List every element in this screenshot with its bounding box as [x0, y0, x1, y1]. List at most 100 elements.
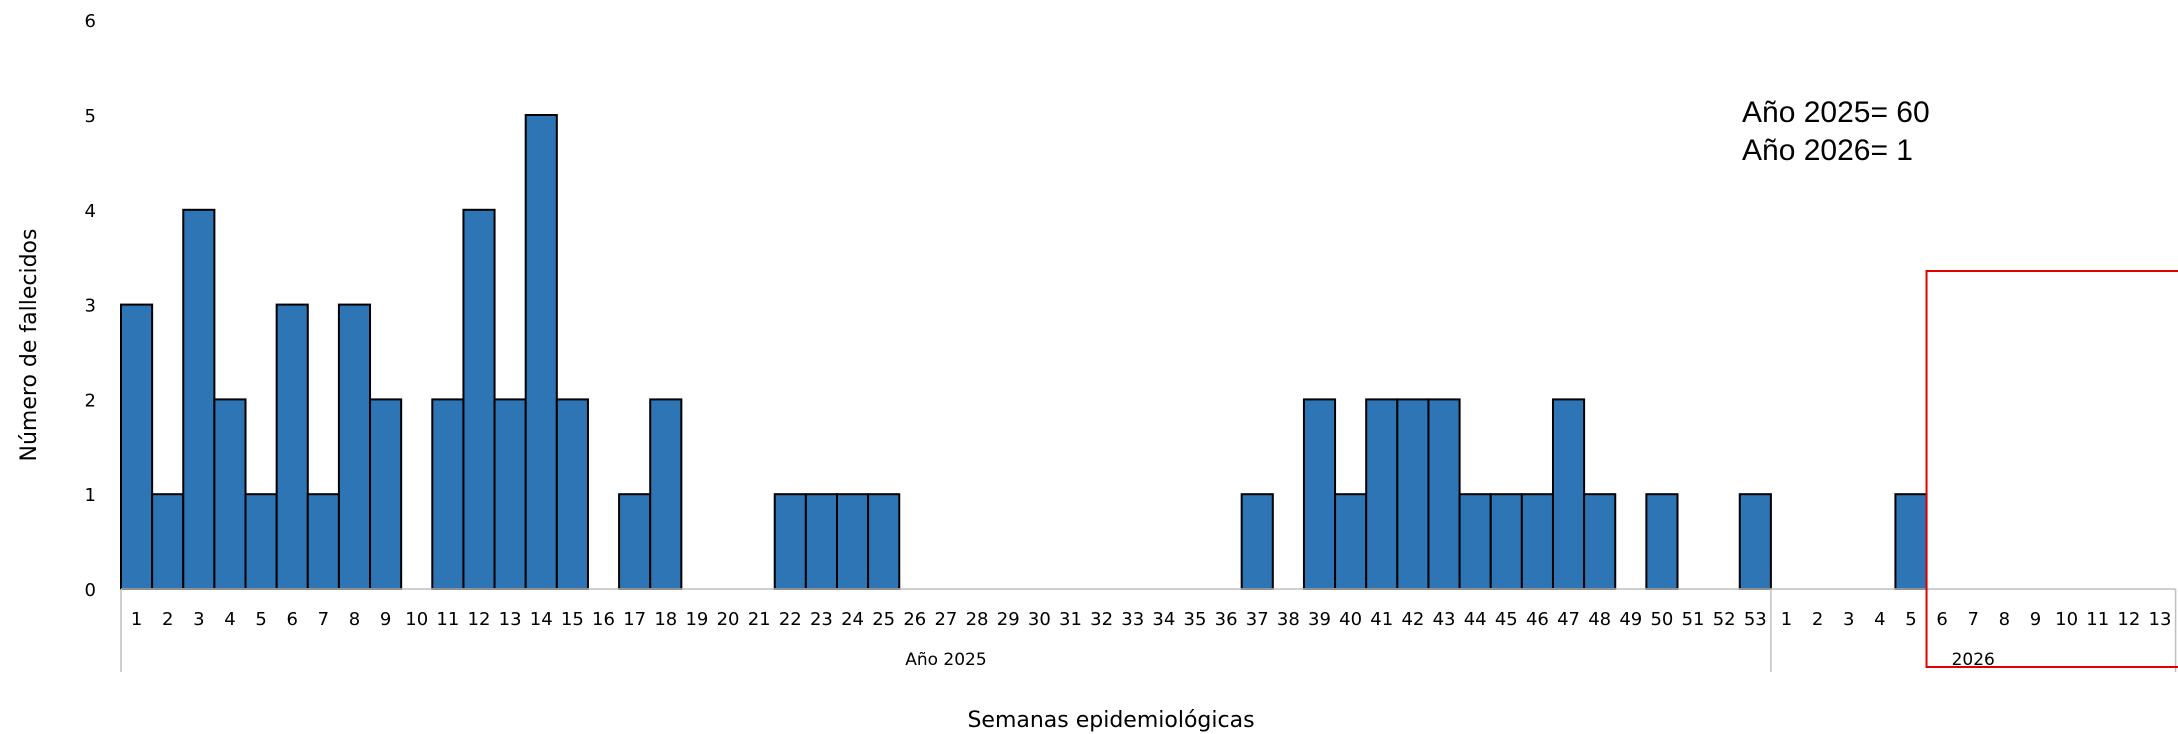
x-tick-label: 6: [1936, 609, 1947, 630]
x-group-label: Año 2025: [905, 650, 986, 670]
x-tick-label: 19: [685, 609, 708, 630]
y-tick-label: 0: [85, 580, 96, 601]
x-tick-label: 50: [1650, 609, 1673, 630]
bar: [337, 303, 372, 590]
y-axis-title: Número de fallecidos: [17, 229, 42, 462]
x-tick-label: 38: [1277, 609, 1300, 630]
x-tick-label: 20: [717, 609, 740, 630]
bar: [275, 303, 309, 590]
x-tick-label: 4: [1874, 609, 1885, 630]
x-tick-label: 37: [1246, 609, 1269, 630]
x-tick-label: 35: [1184, 609, 1207, 630]
bar: [1396, 398, 1430, 590]
x-tick-label: 3: [193, 609, 204, 630]
y-tick-label: 2: [85, 390, 96, 411]
bars: [120, 114, 1928, 591]
x-tick-label: 39: [1308, 609, 1331, 630]
x-tick-label: 22: [779, 609, 802, 630]
bar: [1489, 493, 1523, 591]
x-tick-label: 17: [623, 609, 646, 630]
bar: [151, 493, 185, 591]
y-tick-label: 6: [85, 11, 96, 32]
y-tick-label: 3: [85, 296, 96, 317]
x-axis-title: Semanas epidemiológicas: [967, 708, 1254, 733]
x-tick-label: 8: [1999, 609, 2010, 630]
bar: [493, 398, 527, 590]
x-tick-label: 42: [1401, 609, 1424, 630]
x-tick-label: 13: [499, 609, 522, 630]
annotations: Año 2025= 60 Año 2026= 1: [1742, 96, 1930, 167]
bar: [1894, 493, 1928, 591]
bar: [1427, 398, 1461, 590]
x-tick-label: 33: [1121, 609, 1144, 630]
bar: [649, 398, 683, 590]
bar: [618, 493, 652, 591]
x-tick-label: 51: [1682, 609, 1705, 630]
bar: [1738, 493, 1772, 591]
x-tick-label: 11: [436, 609, 459, 630]
x-tick-label: 36: [1215, 609, 1238, 630]
x-tick-label: 41: [1370, 609, 1393, 630]
x-tick-label: 8: [349, 609, 360, 630]
bar: [431, 398, 465, 590]
x-tick-label: 49: [1619, 609, 1642, 630]
x-tick-label: 45: [1495, 609, 1518, 630]
bar: [120, 303, 154, 590]
bar: [1302, 398, 1337, 590]
x-tick-label: 11: [2086, 609, 2109, 630]
bar: [1551, 398, 1586, 590]
total-2026-annotation: Año 2026= 1: [1742, 134, 1913, 167]
bar: [1240, 493, 1274, 591]
x-tick-label: 2: [162, 609, 173, 630]
x-tick-label: 43: [1433, 609, 1456, 630]
x-tick-label: 4: [224, 609, 235, 630]
bar: [1458, 493, 1492, 591]
x-tick-label: 13: [2149, 609, 2172, 630]
bar: [462, 208, 496, 591]
highlight-box: [1925, 270, 2178, 668]
bar: [244, 493, 278, 591]
x-tick-label: 10: [2055, 609, 2078, 630]
x-tick-label: 44: [1464, 609, 1487, 630]
x-tick-label: 5: [1905, 609, 1916, 630]
x-group-label: 2026: [1952, 650, 1995, 670]
total-2025-annotation: Año 2025= 60: [1742, 96, 1930, 129]
x-tick-label: 16: [592, 609, 615, 630]
bar: [524, 114, 558, 590]
bar: [369, 398, 403, 590]
x-tick-label: 28: [966, 609, 989, 630]
x-tick-label: 14: [530, 609, 553, 630]
x-tick-label: 30: [1028, 609, 1051, 630]
y-axis: 0 1 2 3 4 5 6: [85, 11, 96, 601]
x-tick-label: 53: [1744, 609, 1767, 630]
x-tick-label: 25: [872, 609, 895, 630]
x-tick-label: 32: [1090, 609, 1113, 630]
x-tick-label: 48: [1588, 609, 1611, 630]
bar: [1520, 493, 1554, 591]
x-tick-label: 27: [934, 609, 957, 630]
bar: [773, 493, 807, 591]
x-tick-label: 47: [1557, 609, 1580, 630]
bar: [1583, 493, 1617, 591]
x-tick-label: 34: [1152, 609, 1175, 630]
x-tick-label: 24: [841, 609, 864, 630]
x-tick-label: 10: [405, 609, 428, 630]
bar: [1645, 493, 1679, 591]
y-tick-label: 5: [85, 106, 96, 127]
x-axis: 1 2 3 4 5 6 7 8 9 10 11 12 13 14 15 16 17 18 19 20 21 22 23 24 2…: [120, 270, 2178, 672]
x-tick-label: 23: [810, 609, 833, 630]
x-tick-label: 21: [748, 609, 771, 630]
x-tick-label: 26: [903, 609, 926, 630]
x-tick-label: 29: [997, 609, 1020, 630]
x-tick-label: 31: [1059, 609, 1082, 630]
x-tick-label: 1: [131, 609, 142, 630]
bar: [867, 493, 901, 591]
x-tick-label: 40: [1339, 609, 1362, 630]
y-tick-label: 4: [85, 201, 96, 222]
x-tick-label: 12: [2117, 609, 2140, 630]
x-tick-label: 2: [1812, 609, 1823, 630]
bar: [835, 493, 870, 591]
x-tick-label: 9: [380, 609, 391, 630]
bar: [1365, 398, 1399, 590]
